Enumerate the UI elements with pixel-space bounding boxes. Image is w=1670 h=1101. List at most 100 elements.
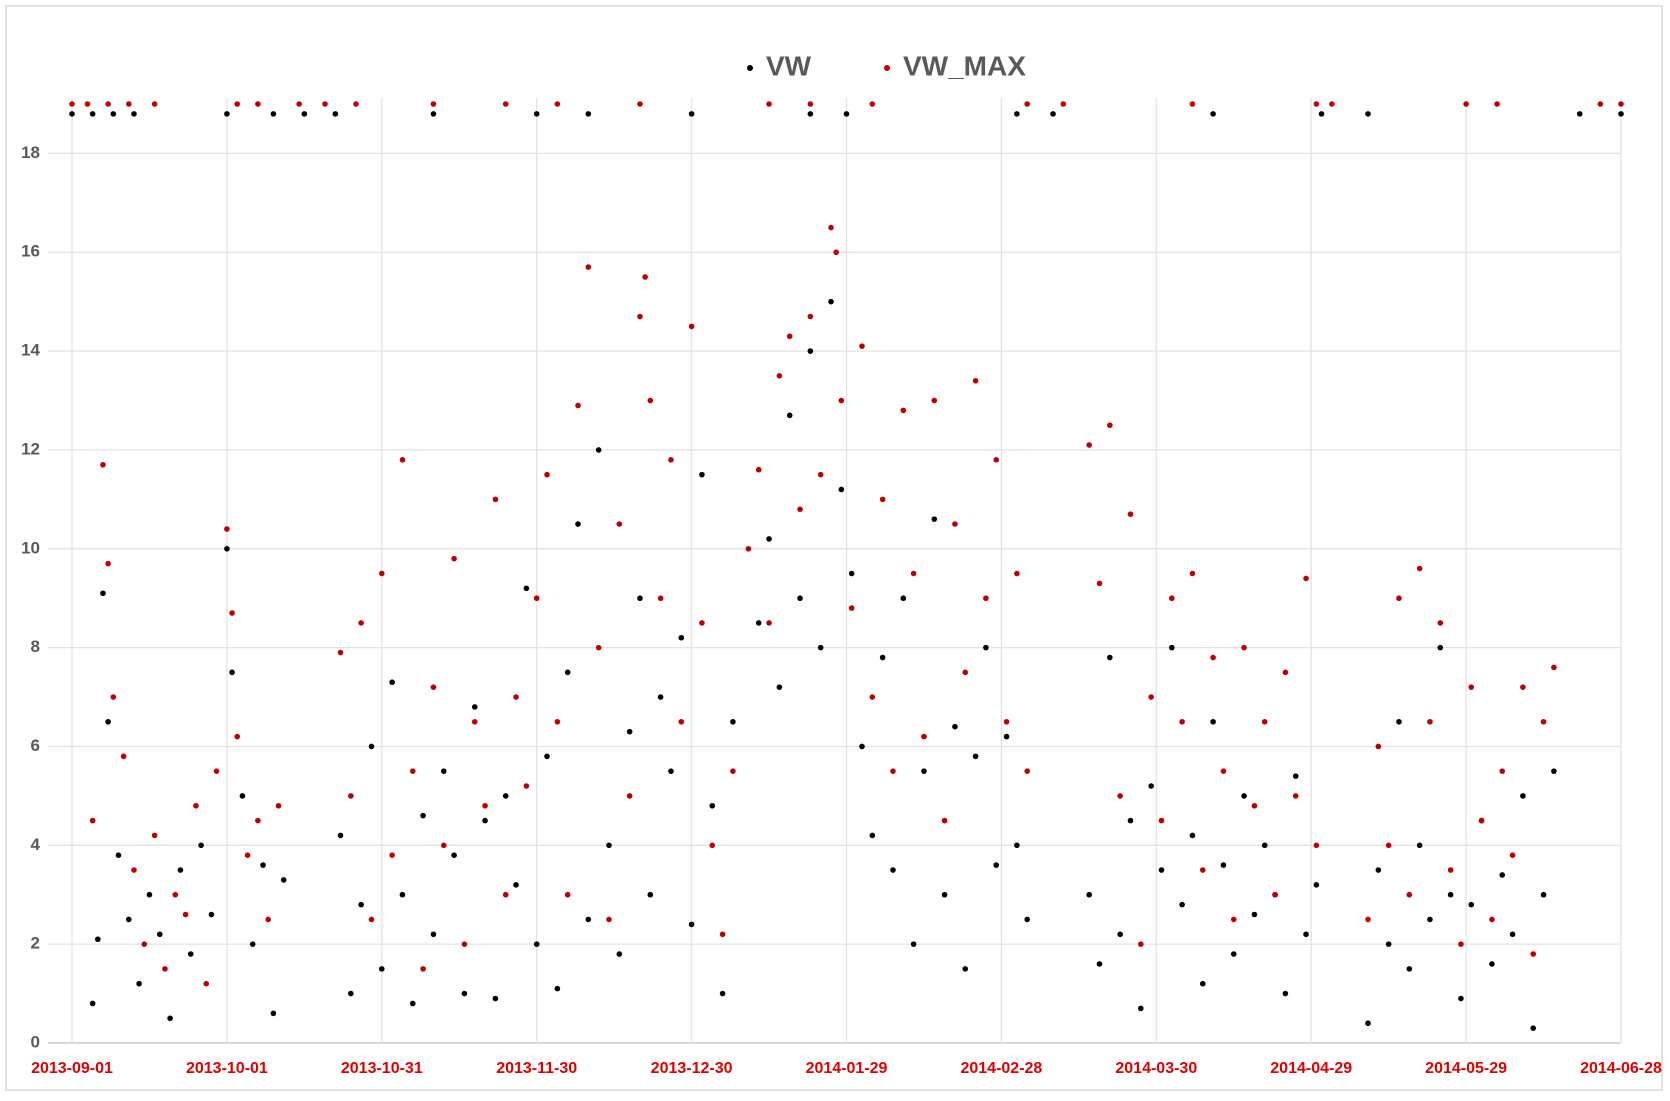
point <box>420 812 426 819</box>
point <box>719 931 726 938</box>
point <box>838 486 845 493</box>
point <box>1416 565 1423 572</box>
point <box>1520 684 1526 690</box>
point <box>533 941 540 947</box>
point <box>280 877 287 883</box>
point <box>647 397 654 404</box>
point <box>275 802 282 809</box>
point <box>1107 654 1113 661</box>
point <box>931 516 938 522</box>
point <box>688 111 695 117</box>
point <box>430 931 437 938</box>
point <box>642 274 648 280</box>
point <box>1117 931 1123 938</box>
point <box>131 111 137 117</box>
point <box>1107 422 1113 429</box>
point <box>249 941 256 947</box>
point <box>719 990 726 997</box>
point <box>1365 111 1371 117</box>
point <box>668 457 674 463</box>
point <box>533 111 540 117</box>
point <box>595 644 602 651</box>
x-tick-label: 2014-03-30 <box>1115 1060 1197 1077</box>
point <box>244 852 251 858</box>
point <box>430 101 437 107</box>
point <box>1489 961 1495 967</box>
point <box>910 941 917 947</box>
point <box>1458 995 1464 1002</box>
point <box>637 101 643 107</box>
point <box>440 768 447 774</box>
point <box>544 471 550 478</box>
point <box>260 862 266 868</box>
point <box>348 793 354 799</box>
point <box>1447 891 1454 898</box>
point <box>471 718 478 725</box>
point <box>136 980 142 987</box>
point <box>1530 1025 1537 1031</box>
point <box>105 718 111 725</box>
point <box>502 101 509 107</box>
point <box>1303 931 1309 938</box>
point <box>807 111 814 117</box>
point <box>1437 620 1444 626</box>
point <box>879 654 886 661</box>
point <box>1509 852 1516 858</box>
point <box>492 995 499 1002</box>
point <box>1618 111 1624 117</box>
point <box>755 466 762 473</box>
point <box>606 916 612 923</box>
point <box>828 298 834 305</box>
point <box>224 111 230 117</box>
point <box>797 595 803 602</box>
point <box>255 817 261 824</box>
point <box>859 743 865 750</box>
point <box>187 951 194 957</box>
point <box>193 802 199 809</box>
point <box>1375 743 1382 750</box>
point <box>993 862 1000 868</box>
point <box>502 793 509 799</box>
point <box>564 669 571 676</box>
point <box>1086 891 1092 898</box>
point <box>1313 842 1320 849</box>
point <box>337 832 344 839</box>
point <box>606 842 612 849</box>
point <box>931 397 938 404</box>
point <box>544 753 550 760</box>
point <box>1551 664 1557 671</box>
point <box>1230 951 1237 957</box>
point <box>890 867 896 873</box>
point <box>348 990 354 997</box>
point <box>513 882 519 888</box>
point <box>95 936 101 943</box>
point <box>151 832 158 839</box>
x-tick-label: 2013-11-30 <box>496 1060 577 1077</box>
point <box>1468 901 1475 908</box>
point <box>368 916 375 923</box>
point <box>451 852 457 858</box>
point <box>766 101 772 107</box>
x-tick-label: 2013-10-01 <box>186 1060 268 1077</box>
point <box>208 911 215 918</box>
point <box>301 111 308 117</box>
point <box>1210 718 1216 725</box>
point <box>353 101 359 107</box>
point <box>492 496 499 503</box>
point <box>807 348 814 354</box>
point <box>678 718 685 725</box>
point <box>1168 595 1175 602</box>
point <box>430 684 437 690</box>
point <box>1261 718 1268 725</box>
point <box>337 649 344 656</box>
point <box>776 684 783 690</box>
point <box>296 101 302 107</box>
point <box>817 471 824 478</box>
point <box>1199 867 1206 873</box>
point <box>688 323 695 330</box>
point <box>409 768 416 774</box>
point <box>1127 511 1134 517</box>
point <box>172 891 179 898</box>
point <box>420 966 426 972</box>
point <box>1158 867 1165 873</box>
